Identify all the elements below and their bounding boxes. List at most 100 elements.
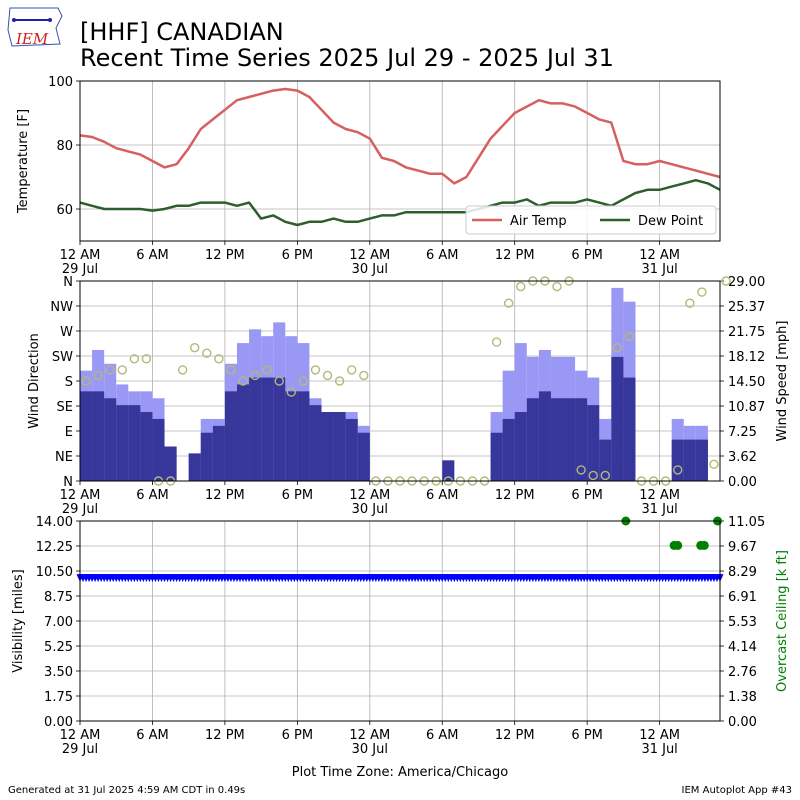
speed-bar <box>611 356 624 481</box>
x-tick-label: 12 AM <box>349 248 390 263</box>
plot-frame <box>79 280 721 482</box>
x-tick-label: 12 PM <box>495 728 535 743</box>
y2-tick-label: 7.25 <box>728 425 757 440</box>
speed-bar <box>92 391 105 481</box>
y-tick-label: SE <box>57 400 73 415</box>
x-tick-label: 6 PM <box>282 728 313 743</box>
y2-axis-label: Overcast Ceiling [k ft] <box>775 550 790 692</box>
wind-direction-point <box>503 298 514 308</box>
y-tick-label: 14.00 <box>36 515 73 530</box>
speed-bar <box>695 439 708 481</box>
plot-frame <box>79 80 721 242</box>
wind-direction-point <box>202 348 212 358</box>
y-tick-label: N <box>63 275 73 290</box>
x-tick-sublabel: 30 Jul <box>352 502 388 517</box>
legend-box <box>465 205 717 235</box>
speed-bar <box>357 432 370 481</box>
wind-direction-point <box>250 370 260 381</box>
wind-direction-point <box>600 470 610 481</box>
wind-direction-point <box>516 281 526 292</box>
y2-tick-label: 14.50 <box>728 375 765 390</box>
y-tick-label: 0.00 <box>44 715 73 730</box>
x-tick-label: 6 PM <box>571 728 602 743</box>
y2-tick-label: 18.12 <box>728 350 765 365</box>
y-tick-label: 5.25 <box>44 640 73 655</box>
x-tick-sublabel: 30 Jul <box>352 262 388 277</box>
y2-tick-label: 4.14 <box>728 640 757 655</box>
x-tick-sublabel: 30 Jul <box>352 742 388 757</box>
wind-direction-point <box>226 365 236 375</box>
wind-direction-point <box>129 354 140 364</box>
x-tick-sublabel: 29 Jul <box>62 262 98 277</box>
y-tick-label: 8.75 <box>44 590 73 605</box>
speed-bar <box>575 398 588 481</box>
y-tick-label: 100 <box>48 75 73 90</box>
wind-direction-point <box>709 459 719 470</box>
wind-direction-point <box>322 370 333 381</box>
speed-bar <box>309 405 322 481</box>
y2-tick-label: 6.91 <box>728 590 757 605</box>
y2-tick-label: 0.00 <box>728 475 757 490</box>
y-tick-label: 80 <box>56 139 73 154</box>
wind-direction-point <box>286 387 297 397</box>
speed-bar <box>188 453 201 481</box>
speed-bar <box>224 391 237 481</box>
y2-tick-label: 9.67 <box>728 540 757 555</box>
x-tick-label: 6 AM <box>426 728 459 743</box>
speed-bar <box>514 412 527 481</box>
wind-direction-point <box>105 365 115 375</box>
x-tick-label: 12 AM <box>60 248 101 263</box>
x-tick-label: 6 PM <box>571 488 602 503</box>
x-tick-label: 12 AM <box>349 728 390 743</box>
x-tick-label: 6 AM <box>136 488 169 503</box>
x-tick-label: 12 AM <box>639 488 680 503</box>
wind-direction-point <box>274 376 284 386</box>
app-label: IEM Autoplot App #43 <box>682 785 792 796</box>
wind-direction-point <box>346 365 357 375</box>
wind-direction-point <box>576 465 586 475</box>
wind-direction-point <box>214 354 224 364</box>
y-tick-label: 60 <box>56 203 73 218</box>
x-tick-label: 12 AM <box>639 728 680 743</box>
legend: Air Temp Dew Point <box>465 205 717 235</box>
wind-direction-point <box>177 365 188 375</box>
speed-bar <box>152 418 165 481</box>
x-tick-label: 12 PM <box>495 248 535 263</box>
speed-bar <box>164 446 177 481</box>
plot-frame <box>79 520 721 722</box>
y2-tick-label: 25.37 <box>728 300 765 315</box>
wind-direction-point <box>238 376 248 386</box>
x-tick-label: 12 AM <box>349 488 390 503</box>
speed-bar <box>200 432 213 481</box>
x-tick-sublabel: 31 Jul <box>641 262 677 277</box>
wind-direction-point <box>93 370 103 381</box>
x-tick-label: 6 PM <box>282 248 313 263</box>
y2-tick-label: 1.38 <box>728 690 757 705</box>
speed-bar <box>587 405 600 481</box>
wind-direction-point <box>262 365 272 375</box>
speed-bar <box>538 391 551 481</box>
x-tick-label: 12 PM <box>495 488 535 503</box>
speed-bar <box>297 391 310 481</box>
x-tick-label: 6 AM <box>136 248 169 263</box>
speed-bar <box>671 439 684 481</box>
speed-bar <box>212 425 225 481</box>
y-tick-label: N <box>63 475 73 490</box>
series-line <box>79 87 721 185</box>
ceiling-point <box>673 540 683 550</box>
speed-bar <box>442 460 455 481</box>
y-tick-label: 12.25 <box>36 540 73 555</box>
x-tick-label: 12 PM <box>205 488 245 503</box>
wind-direction-point <box>673 465 683 475</box>
y2-tick-label: 8.29 <box>728 565 757 580</box>
speed-bar <box>502 418 515 481</box>
ceiling-point <box>699 540 709 550</box>
x-tick-sublabel: 31 Jul <box>641 742 677 757</box>
speed-bar <box>128 405 141 481</box>
y2-tick-label: 2.76 <box>728 665 757 680</box>
x-tick-sublabel: 29 Jul <box>62 742 98 757</box>
y-tick-label: 7.00 <box>44 615 73 630</box>
wind-direction-point <box>624 331 635 342</box>
